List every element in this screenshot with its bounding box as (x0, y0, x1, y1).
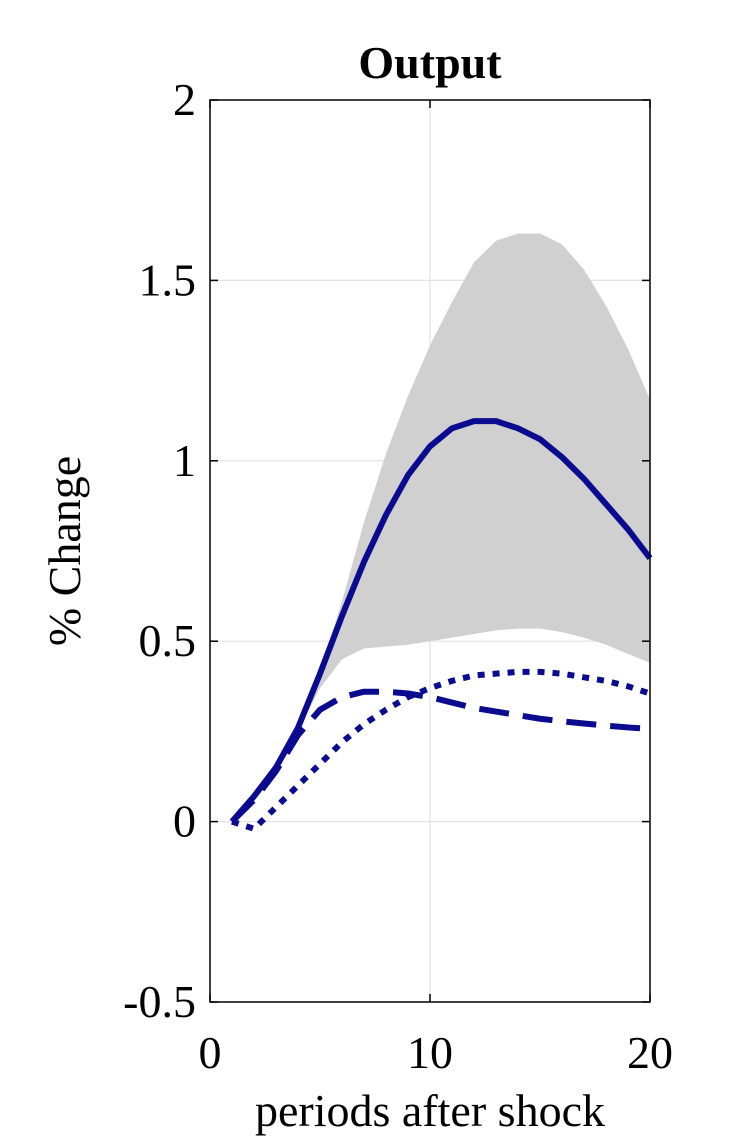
x-tick-label-0: 0 (199, 1027, 222, 1078)
y-tick-label-1: 0 (173, 796, 196, 847)
ticks: 0 10 20-0.500.511.52 (123, 74, 673, 1078)
y-tick-label-3: 1 (173, 435, 196, 486)
x-tick-label-1: 10 (407, 1027, 453, 1078)
y-axis-label: % Change (39, 456, 90, 646)
y-tick-label-2: 0.5 (139, 615, 197, 666)
x-tick-label-2: 20 (627, 1027, 673, 1078)
solid-series-line (229, 418, 653, 824)
x-axis-label: periods after shock (255, 1085, 605, 1136)
dotted-series-line (231, 668, 651, 832)
y-tick-label-5: 2 (173, 74, 196, 125)
series-group (229, 418, 653, 832)
dashed-series-line (229, 688, 651, 824)
confidence-band-group (232, 233, 650, 822)
y-tick-label-4: 1.5 (139, 254, 197, 305)
chart-title: Output (358, 37, 502, 88)
y-tick-label-0: -0.5 (123, 976, 196, 1027)
confidence-band (232, 233, 650, 822)
